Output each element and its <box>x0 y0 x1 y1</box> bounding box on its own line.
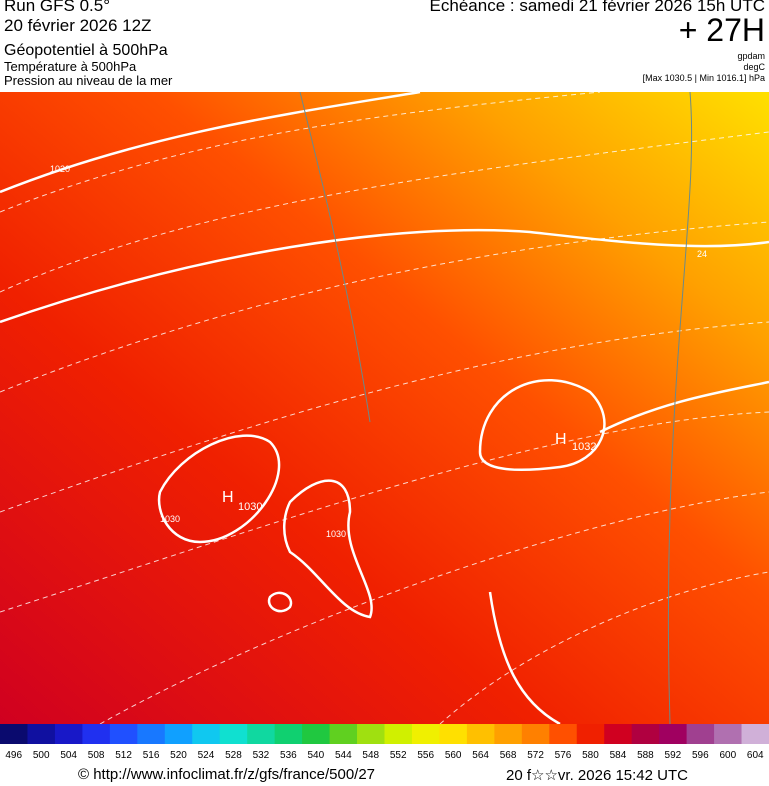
scale-swatch <box>631 724 660 744</box>
unit: degC <box>743 62 765 72</box>
map-label: H <box>555 431 567 448</box>
scale-swatch <box>274 724 303 744</box>
map-label: 1030 <box>326 529 346 539</box>
scale-swatch <box>329 724 358 744</box>
scale-label: 568 <box>500 750 517 761</box>
scale-label: 592 <box>665 750 682 761</box>
scale-label: 524 <box>198 750 215 761</box>
scale-swatch <box>247 724 276 744</box>
run: Run GFS 0.5° <box>4 0 111 15</box>
scale-label: 564 <box>472 750 489 761</box>
scale-label: 516 <box>143 750 160 761</box>
map-label: 1020 <box>50 164 70 174</box>
scale-swatch <box>109 724 138 744</box>
scale-label: 600 <box>719 750 736 761</box>
scale-label: 556 <box>417 750 434 761</box>
scale-label: 588 <box>637 750 654 761</box>
source: © http://www.infoclimat.fr/z/gfs/france/… <box>78 766 376 783</box>
map-label: 1030 <box>238 501 262 513</box>
map-label: 1030 <box>160 514 180 524</box>
scale-label: 528 <box>225 750 242 761</box>
field: Pression au niveau de la mer <box>4 73 173 88</box>
scale-swatch <box>357 724 385 744</box>
scale-label: 560 <box>445 750 462 761</box>
scale-swatch <box>576 724 605 744</box>
isotherms <box>0 92 769 724</box>
scale-label: 536 <box>280 750 297 761</box>
scale-label: 572 <box>527 750 544 761</box>
scale-swatch <box>27 724 56 744</box>
scale-label: 512 <box>115 750 132 761</box>
scale-swatch <box>219 724 248 744</box>
unit: [Max 1030.5 | Min 1016.1] hPa <box>642 73 765 83</box>
scale-swatch <box>411 724 440 744</box>
scale-swatch <box>714 724 743 744</box>
map-label: 1032 <box>572 441 596 453</box>
isotherm-0 <box>299 92 371 423</box>
lead-time: + 27H <box>678 12 765 48</box>
scale-swatch <box>466 724 495 744</box>
isotherm-24 <box>667 92 693 724</box>
map-background <box>0 92 769 724</box>
scale-swatch <box>549 724 578 744</box>
scale-swatch <box>54 724 83 744</box>
scale-swatch <box>686 724 715 744</box>
isobars <box>0 92 769 724</box>
run-date: 20 février 2026 12Z <box>4 16 152 35</box>
scale-swatch <box>302 724 331 744</box>
map-label: 24 <box>697 249 707 259</box>
scale-label: 504 <box>60 750 77 761</box>
map-label: H <box>222 489 234 506</box>
scale-swatch <box>604 724 633 744</box>
scale-swatch <box>82 724 111 744</box>
generated: 20 f☆☆vr. 2026 15:42 UTC <box>506 767 688 784</box>
scale-label: 576 <box>555 750 572 761</box>
scale-label: 532 <box>253 750 270 761</box>
scale-swatch <box>521 724 550 744</box>
scale-swatch <box>659 724 688 744</box>
field: Géopotentiel à 500hPa <box>4 42 168 59</box>
scale-label: 604 <box>747 750 764 761</box>
scale-swatch <box>164 724 193 744</box>
scale-label: 500 <box>33 750 50 761</box>
scale-label: 596 <box>692 750 709 761</box>
scale-label: 580 <box>582 750 599 761</box>
scale-label: 540 <box>307 750 324 761</box>
scale-label: 508 <box>88 750 105 761</box>
scale-label: 584 <box>610 750 627 761</box>
scale-swatch <box>0 724 28 744</box>
scale-swatch <box>384 724 413 744</box>
unit: gpdam <box>737 51 765 61</box>
scale-label: 552 <box>390 750 407 761</box>
scale-label: 520 <box>170 750 187 761</box>
scale-label: 496 <box>5 750 22 761</box>
scale-swatch <box>439 724 468 744</box>
field: Température à 500hPa <box>4 59 137 74</box>
valid-time: Echéance : samedi 21 février 2026 15h UT… <box>429 0 765 15</box>
scale-swatch <box>494 724 523 744</box>
scale-swatch <box>192 724 221 744</box>
scale-swatch <box>137 724 166 744</box>
color-scale: 496 500 504 508 512 516 520 524 528 532 536 540 544 5… <box>0 724 769 761</box>
scale-label: 544 <box>335 750 352 761</box>
scale-swatch <box>741 724 769 744</box>
map: H 1030 H 1032 1020 1030 1030 24 <box>0 92 769 724</box>
scale-label: 548 <box>362 750 379 761</box>
